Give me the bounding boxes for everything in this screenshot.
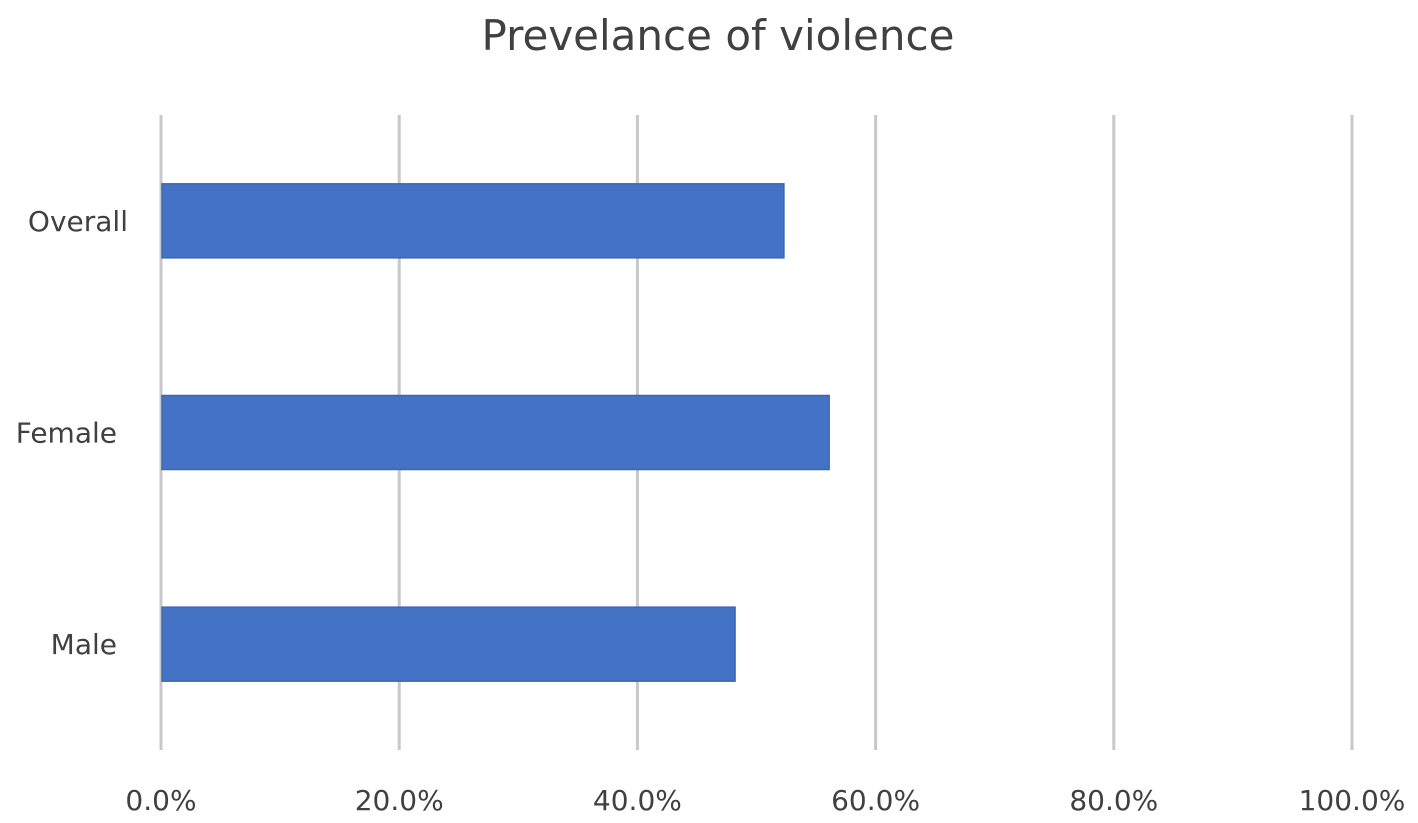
bar-male: [161, 606, 736, 682]
bar-overall: [161, 183, 785, 259]
category-label-male: Male: [51, 628, 117, 661]
x-tick-label: 0.0%: [125, 784, 196, 817]
category-label-overall: Overall: [28, 205, 128, 238]
x-tick-label: 20.0%: [355, 784, 444, 817]
bars: [161, 183, 830, 682]
x-tick-label: 100.0%: [1299, 784, 1406, 817]
x-tick-label: 80.0%: [1069, 784, 1158, 817]
x-tick-label: 40.0%: [593, 784, 682, 817]
bar-female: [161, 394, 830, 471]
x-tick-label: 60.0%: [831, 784, 920, 817]
category-label-female: Female: [16, 417, 117, 450]
category-labels: Overall Female Male: [16, 205, 128, 661]
chart-title: Prevelance of violence: [482, 11, 955, 60]
x-tick-labels: 0.0% 20.0% 40.0% 60.0% 80.0% 100.0%: [125, 784, 1405, 817]
